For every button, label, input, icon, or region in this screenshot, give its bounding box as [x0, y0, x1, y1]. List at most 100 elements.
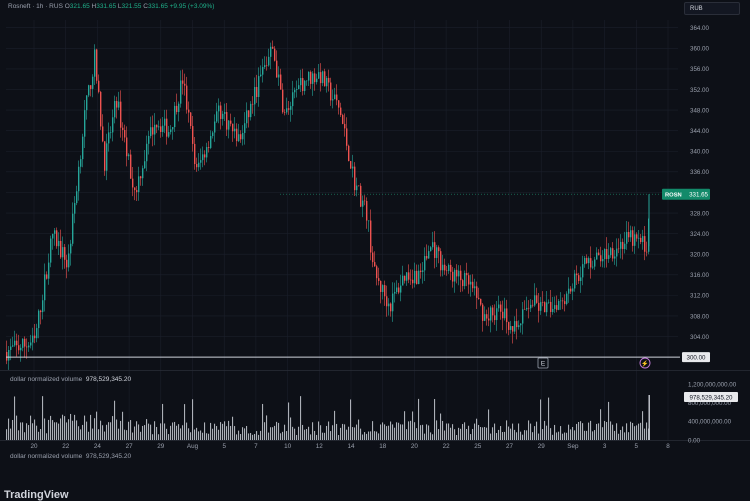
candle [272, 46, 274, 49]
overlays: 300.00 ROSN 331.65 E ⚡ 978,529,345.20 [6, 188, 738, 402]
volume-bar [598, 423, 600, 440]
candle [256, 87, 258, 98]
volume-bar [488, 409, 490, 440]
volume-bar [42, 396, 44, 440]
candle [170, 129, 172, 133]
x-tick-label: 24 [94, 443, 102, 450]
candle [114, 101, 116, 118]
candle [482, 304, 484, 321]
volume-bar [124, 429, 126, 440]
volume-bar [276, 421, 278, 440]
volume-bar [370, 431, 372, 440]
volume-bar [376, 431, 378, 440]
candle [228, 120, 230, 130]
volume-bar [470, 434, 472, 440]
currency-badge[interactable]: RUB [684, 2, 740, 15]
candle [458, 270, 460, 277]
volume-bar [316, 434, 318, 440]
candle [198, 162, 200, 168]
candle [52, 233, 54, 239]
candle [394, 291, 396, 294]
candle [356, 185, 358, 191]
candle [494, 315, 496, 321]
volume-bar [120, 420, 122, 440]
volume-bar [152, 434, 154, 440]
candle [68, 253, 70, 268]
volume-bar [406, 429, 408, 440]
candle [132, 178, 134, 188]
y-tick-label: 308.00 [690, 313, 709, 320]
volume-bar [338, 435, 340, 440]
volume-bar [638, 423, 640, 440]
volume-bar [400, 424, 402, 440]
volume-bar [112, 416, 114, 440]
candle [630, 230, 632, 238]
candle [304, 80, 306, 92]
candle [636, 234, 638, 239]
ohlc-low-key: L [117, 3, 122, 10]
volume-bar [430, 432, 432, 440]
volume-bar [372, 421, 374, 440]
volume-bar [604, 420, 606, 440]
volume-bar [44, 418, 46, 440]
y-tick-label: 316.00 [690, 272, 709, 279]
symbol-title[interactable]: Rosneft · 1h · RUS [8, 3, 63, 10]
candle [450, 264, 452, 272]
candle [96, 49, 98, 81]
candle [190, 112, 192, 127]
volume-bar [180, 428, 182, 440]
candle [616, 248, 618, 257]
volume-bar [500, 426, 502, 440]
volume-bar [404, 411, 406, 440]
candle [298, 85, 300, 90]
volume-bar [274, 425, 276, 440]
candle [428, 251, 430, 259]
volume-bar [28, 425, 30, 440]
candles [6, 40, 650, 370]
candle [66, 259, 68, 268]
candle [388, 303, 390, 307]
candle [142, 168, 144, 179]
volume-bar [374, 431, 376, 440]
candle [208, 147, 210, 148]
volume-bar [632, 422, 634, 440]
volume-bar [386, 426, 388, 440]
candle [470, 281, 472, 285]
volume-bar [142, 425, 144, 440]
volume-bar [342, 423, 344, 440]
ohlc-close-key: C [143, 3, 148, 10]
candle [130, 154, 132, 179]
volume-bar [348, 426, 350, 440]
candle [564, 301, 566, 304]
volume-bar [202, 432, 204, 440]
candle [614, 256, 616, 259]
volume-bar [300, 396, 302, 440]
volume-bar [210, 422, 212, 440]
volume-bar [600, 409, 602, 440]
candle [94, 49, 96, 77]
candle [608, 255, 610, 259]
volume-bar [114, 400, 116, 440]
volume-bar [306, 429, 308, 440]
candle [160, 126, 162, 133]
candle [638, 237, 640, 239]
candle [8, 350, 10, 361]
volume-bar [582, 423, 584, 440]
volume-bar [194, 429, 196, 440]
volume-bar [226, 426, 228, 440]
dividend-marker-label: ⚡ [641, 359, 648, 367]
candle [150, 127, 152, 137]
volume-bar [250, 433, 252, 440]
volume-bar [108, 422, 110, 440]
volume-label-value: 978,529,345.20 [85, 376, 132, 383]
volume-bar [38, 431, 40, 440]
volume-bar [248, 433, 250, 440]
volume-bar [116, 419, 118, 440]
volume-bar [384, 424, 386, 440]
volume-bar [556, 432, 558, 440]
candle [576, 273, 578, 276]
volume-bar [190, 432, 192, 440]
volume-bar [568, 424, 570, 440]
x-tick-label: 8 [666, 443, 670, 450]
